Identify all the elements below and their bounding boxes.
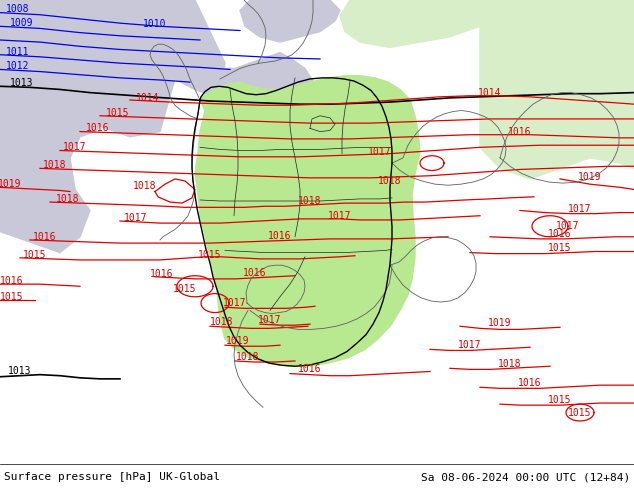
Text: 1015: 1015 (107, 108, 130, 118)
Text: 1018: 1018 (298, 196, 321, 206)
Text: 1012: 1012 (6, 61, 30, 72)
Text: 1016: 1016 (518, 378, 541, 388)
Text: 1015: 1015 (0, 292, 23, 302)
Text: 1015: 1015 (23, 250, 47, 260)
Text: 1016: 1016 (268, 231, 292, 241)
Text: 1015: 1015 (173, 284, 197, 294)
Text: 1018: 1018 (43, 160, 67, 170)
Text: 1018: 1018 (378, 176, 402, 186)
Text: 1017: 1017 (368, 147, 392, 156)
Text: 1009: 1009 (10, 18, 34, 28)
Text: 1018: 1018 (56, 194, 80, 204)
Text: 1015: 1015 (548, 244, 572, 253)
Text: 1016: 1016 (298, 365, 321, 374)
Text: 1019: 1019 (226, 336, 250, 346)
Text: 1016: 1016 (150, 269, 174, 279)
Polygon shape (340, 0, 530, 48)
Text: 1018: 1018 (133, 181, 157, 191)
Text: 1016: 1016 (243, 268, 267, 277)
Text: 1016: 1016 (0, 276, 23, 286)
Polygon shape (480, 0, 634, 179)
Text: 1017: 1017 (63, 142, 87, 152)
Text: 1017: 1017 (258, 315, 281, 325)
Text: 1015: 1015 (548, 395, 572, 405)
Text: 1017: 1017 (568, 204, 592, 215)
Polygon shape (170, 52, 315, 121)
Polygon shape (195, 76, 420, 366)
Text: 1011: 1011 (6, 47, 30, 56)
Text: 1019: 1019 (488, 318, 512, 328)
Polygon shape (240, 0, 340, 42)
Text: 1018: 1018 (210, 317, 234, 327)
Text: 1017: 1017 (124, 213, 148, 223)
Polygon shape (0, 0, 100, 252)
Text: 1017: 1017 (328, 211, 352, 220)
Text: 1010: 1010 (143, 19, 167, 29)
Text: 1015: 1015 (568, 408, 592, 417)
Text: Sa 08-06-2024 00:00 UTC (12+84): Sa 08-06-2024 00:00 UTC (12+84) (421, 472, 630, 482)
Text: 1017: 1017 (223, 298, 247, 308)
Text: 1014: 1014 (136, 93, 160, 103)
Text: 1016: 1016 (86, 123, 110, 133)
Text: 1018: 1018 (498, 359, 522, 369)
Text: 1016: 1016 (508, 126, 532, 137)
Text: Surface pressure [hPa] UK-Global: Surface pressure [hPa] UK-Global (4, 472, 220, 482)
Text: 1016: 1016 (33, 232, 57, 242)
Text: 1013: 1013 (10, 78, 34, 88)
Text: 1008: 1008 (6, 4, 30, 15)
Text: 1013: 1013 (8, 367, 32, 376)
Polygon shape (155, 0, 225, 95)
Text: 1017: 1017 (556, 221, 579, 231)
Text: 1019: 1019 (578, 172, 602, 182)
Polygon shape (0, 0, 180, 137)
Text: 1014: 1014 (478, 88, 501, 98)
Text: 1017: 1017 (458, 340, 482, 350)
Text: 1018: 1018 (236, 352, 260, 362)
Text: 1015: 1015 (198, 250, 222, 260)
Text: 1019: 1019 (0, 179, 22, 189)
Text: 1016: 1016 (548, 229, 572, 239)
